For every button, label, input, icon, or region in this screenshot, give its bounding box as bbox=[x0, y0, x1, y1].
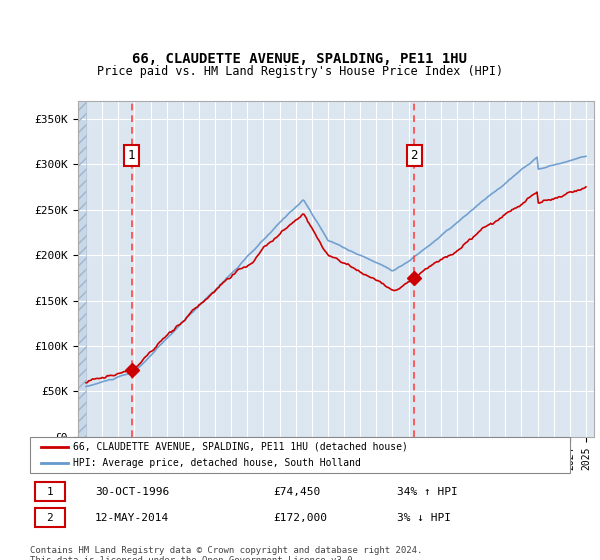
Text: Contains HM Land Registry data © Crown copyright and database right 2024.
This d: Contains HM Land Registry data © Crown c… bbox=[30, 546, 422, 560]
FancyBboxPatch shape bbox=[35, 482, 65, 501]
Text: 66, CLAUDETTE AVENUE, SPALDING, PE11 1HU: 66, CLAUDETTE AVENUE, SPALDING, PE11 1HU bbox=[133, 52, 467, 66]
Text: HPI: Average price, detached house, South Holland: HPI: Average price, detached house, Sout… bbox=[73, 458, 361, 468]
Text: Price paid vs. HM Land Registry's House Price Index (HPI): Price paid vs. HM Land Registry's House … bbox=[97, 65, 503, 78]
Text: 3% ↓ HPI: 3% ↓ HPI bbox=[397, 512, 451, 522]
Text: 12-MAY-2014: 12-MAY-2014 bbox=[95, 512, 169, 522]
Text: 2: 2 bbox=[47, 512, 53, 522]
Text: £172,000: £172,000 bbox=[273, 512, 327, 522]
Bar bbox=[78, 101, 86, 437]
FancyBboxPatch shape bbox=[30, 437, 570, 473]
Text: £74,450: £74,450 bbox=[273, 487, 320, 497]
Text: 66, CLAUDETTE AVENUE, SPALDING, PE11 1HU (detached house): 66, CLAUDETTE AVENUE, SPALDING, PE11 1HU… bbox=[73, 442, 408, 452]
Bar bbox=[78, 101, 86, 437]
Text: 30-OCT-1996: 30-OCT-1996 bbox=[95, 487, 169, 497]
FancyBboxPatch shape bbox=[35, 508, 65, 527]
Text: 1: 1 bbox=[128, 149, 136, 162]
Text: 1: 1 bbox=[47, 487, 53, 497]
Text: 34% ↑ HPI: 34% ↑ HPI bbox=[397, 487, 458, 497]
Text: 2: 2 bbox=[410, 149, 418, 162]
